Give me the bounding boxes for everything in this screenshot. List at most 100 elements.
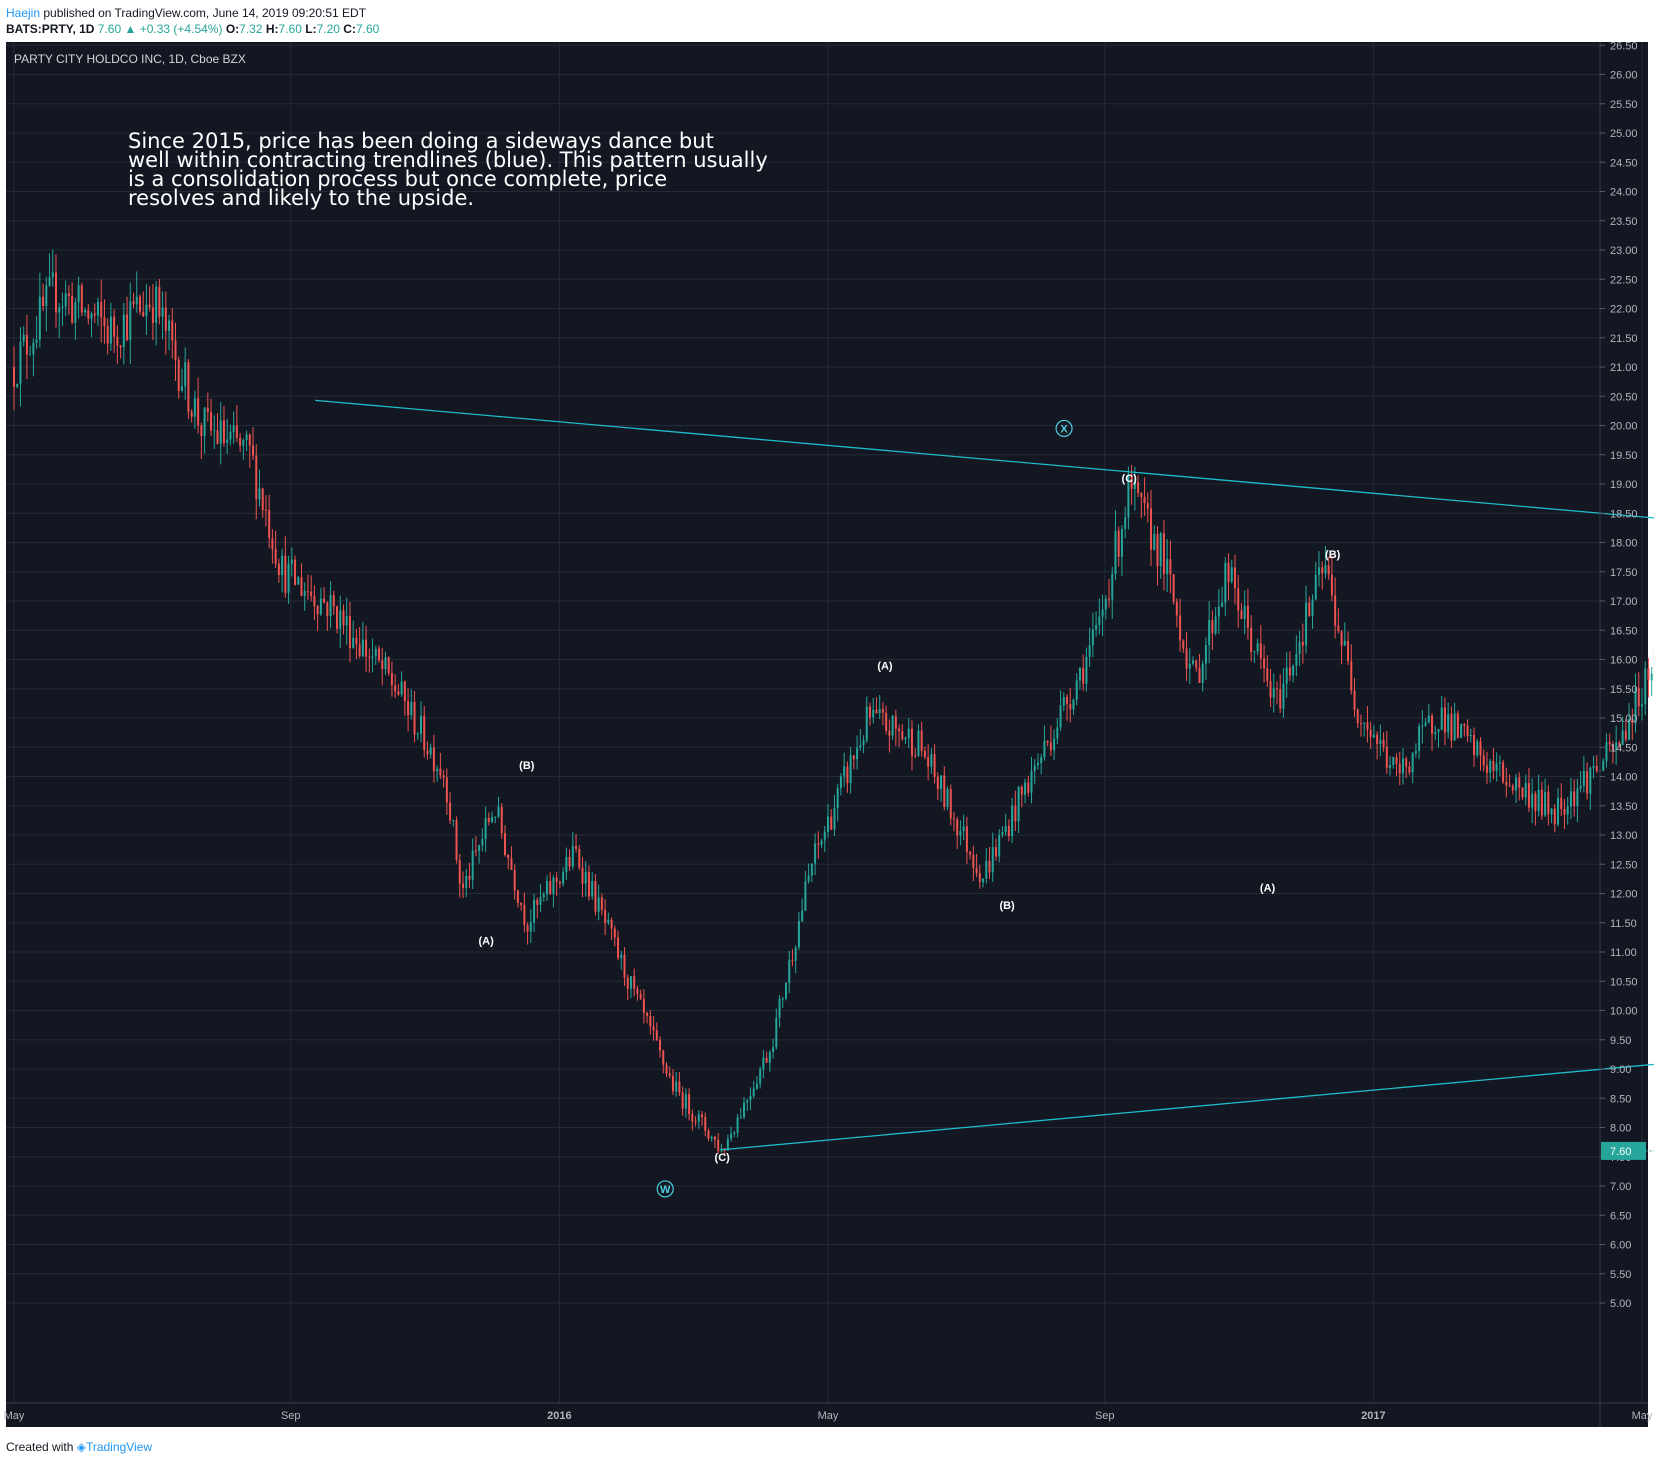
candle-body — [836, 788, 839, 809]
candle-body — [797, 921, 800, 948]
wave-label: W — [660, 1184, 671, 1196]
candle-body — [74, 302, 77, 323]
candle-body — [461, 883, 464, 888]
candle-body — [513, 869, 516, 891]
candle-body — [720, 1148, 723, 1152]
candle-body — [1624, 730, 1627, 740]
candle-body — [1544, 791, 1547, 816]
price-axis[interactable]: 5.005.506.006.507.007.508.008.509.009.50… — [1600, 40, 1638, 1310]
candle-body — [755, 1083, 758, 1089]
candle-body — [1169, 559, 1172, 575]
candle-body — [597, 897, 600, 912]
candle-body — [907, 728, 910, 738]
candle-body — [1550, 808, 1553, 815]
candle-body — [956, 819, 959, 836]
candle-body — [232, 425, 235, 432]
candle-body — [1618, 742, 1621, 746]
wave-label: (B) — [999, 900, 1015, 912]
candle-body — [84, 310, 87, 313]
candle-body — [959, 831, 962, 836]
candle-body — [891, 715, 894, 736]
high-value: 7.60 — [278, 22, 302, 36]
candle-body — [607, 919, 610, 923]
candle-body — [206, 407, 209, 412]
candle-body — [1334, 595, 1337, 626]
candle-body — [1608, 742, 1611, 745]
candle-body — [1569, 791, 1572, 807]
candle-body — [261, 488, 264, 510]
candles-group — [13, 249, 1654, 1155]
candle-body — [35, 339, 38, 343]
candle-body — [1137, 481, 1140, 493]
candle-body — [258, 488, 261, 500]
candle-body — [203, 407, 206, 436]
wave-circle — [1055, 419, 1073, 438]
candle-body — [533, 899, 536, 923]
candle-body — [277, 563, 280, 576]
candle-body — [1298, 641, 1301, 654]
candle-body — [536, 899, 539, 905]
candle-body — [1279, 689, 1282, 709]
candle-body — [713, 1136, 716, 1140]
candle-body — [801, 910, 804, 922]
candle-body — [116, 336, 119, 346]
candle-body — [972, 854, 975, 869]
candle-body — [1363, 722, 1366, 724]
candle-body — [691, 1114, 694, 1122]
candle-body — [29, 354, 32, 356]
candle-body — [1143, 497, 1146, 504]
candle-body — [587, 871, 590, 897]
candle-body — [1489, 760, 1492, 773]
candle-body — [426, 750, 429, 755]
candle-body — [384, 657, 387, 670]
candle-body — [497, 806, 500, 817]
candle-body — [649, 1015, 652, 1027]
symbol-label: BATS:PRTY, 1D — [6, 22, 95, 36]
tradingview-link[interactable]: TradingView — [85, 1440, 152, 1454]
open-label: O: — [225, 22, 240, 36]
candle-body — [38, 296, 41, 340]
candle-body — [982, 878, 985, 883]
candle-body — [25, 334, 28, 355]
candle-body — [736, 1117, 739, 1133]
candle-body — [1240, 610, 1243, 619]
candle-body — [629, 976, 632, 989]
candle-body — [242, 439, 245, 446]
author-link[interactable]: Haejin — [6, 6, 41, 20]
candle-body — [1004, 826, 1007, 832]
candle-body — [1359, 723, 1362, 725]
candle-body — [1628, 719, 1631, 740]
candle-body — [16, 383, 19, 387]
candle-body — [820, 840, 823, 845]
current-price-badge: 7.60 — [1600, 1141, 1654, 1160]
candle-body — [403, 681, 406, 701]
candle-body — [914, 755, 917, 757]
time-axis[interactable]: MaySep2016MaySep2017MaySep2018MaySep2019… — [4, 1410, 1654, 1422]
candle-body — [946, 789, 949, 807]
candle-body — [965, 826, 968, 852]
candle-body — [1308, 602, 1311, 616]
candle-body — [565, 856, 568, 873]
candle-body — [1511, 785, 1514, 791]
candle-body — [833, 808, 836, 830]
candle-body — [142, 311, 145, 317]
candle-body — [19, 341, 22, 384]
candle-body — [1305, 602, 1308, 646]
candle-body — [300, 577, 303, 597]
candle-body — [287, 563, 290, 593]
candle-body — [1266, 668, 1269, 682]
candle-body — [778, 998, 781, 1018]
candle-body — [155, 286, 158, 323]
high-label: H: — [265, 22, 279, 36]
candle-body — [1282, 683, 1285, 709]
candle-body — [1547, 791, 1550, 815]
candle-body — [1127, 475, 1130, 518]
candle-body — [1053, 738, 1056, 751]
candle-body — [1418, 726, 1421, 751]
candle-body — [1582, 771, 1585, 786]
candle-body — [119, 345, 122, 348]
candle-body — [652, 1026, 655, 1031]
time-tick-label: Sep — [281, 1410, 301, 1422]
candle-body — [342, 610, 345, 626]
